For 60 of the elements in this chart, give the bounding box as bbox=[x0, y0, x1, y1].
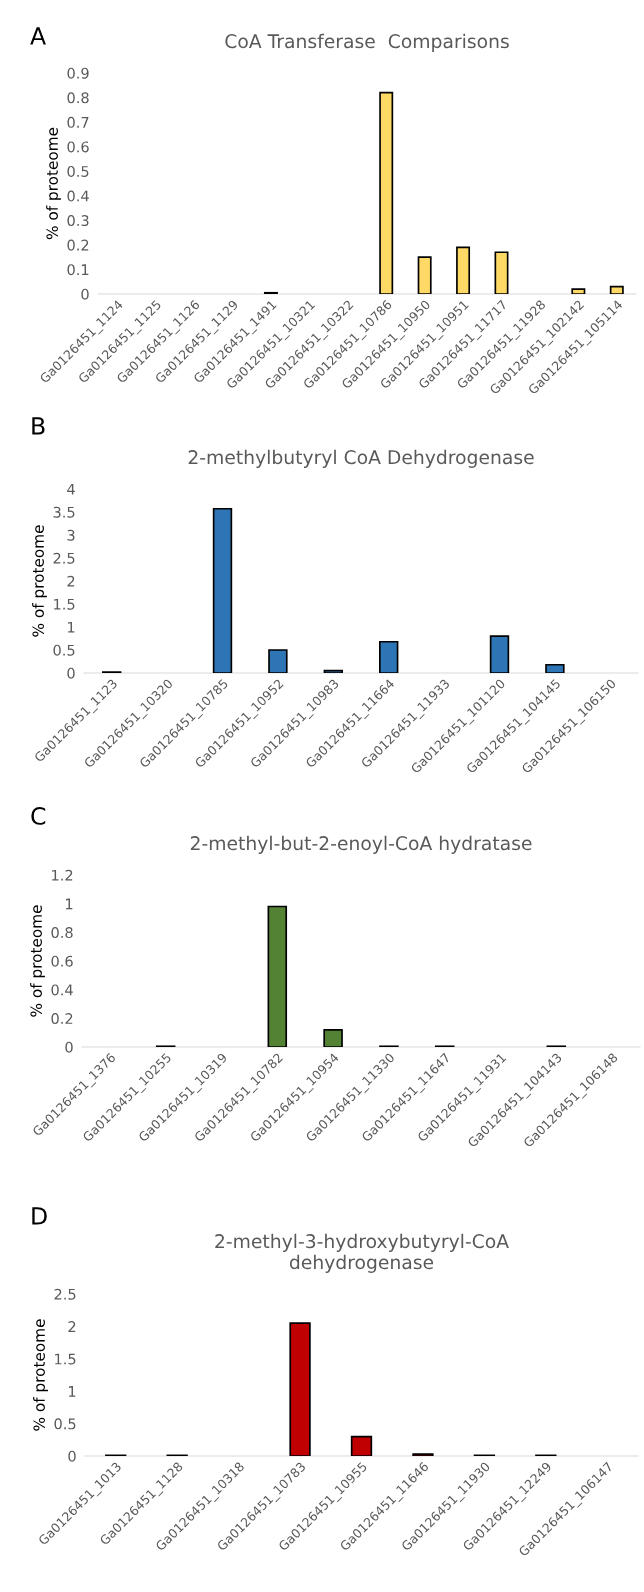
y-tick-label: 1 bbox=[65, 898, 73, 910]
y-tick-label: 0.5 bbox=[67, 165, 89, 177]
text: D bbox=[32, 1207, 47, 1225]
text: C bbox=[31, 806, 46, 825]
y-tick-label: 2.5 bbox=[53, 552, 75, 564]
y-tick-label: 2 bbox=[68, 1321, 76, 1332]
y-tick-label: 3 bbox=[67, 529, 75, 541]
y-tick-label: 4 bbox=[67, 483, 75, 495]
y-tick-label: 0.2 bbox=[51, 1013, 73, 1025]
bar bbox=[323, 1028, 343, 1047]
chart-title: CoA Transferase Comparisons bbox=[225, 33, 509, 52]
bar bbox=[609, 285, 624, 294]
y-tick-label: 3.5 bbox=[53, 506, 75, 518]
y-tick-label: 0.5 bbox=[53, 644, 75, 656]
y-axis-title: % of proteome bbox=[30, 905, 45, 1017]
bar bbox=[323, 669, 343, 673]
y-tick-label: 0.8 bbox=[51, 927, 73, 939]
y-tick-label: 0.7 bbox=[67, 116, 89, 128]
y-tick-label: 2 bbox=[67, 575, 75, 587]
bar bbox=[494, 251, 509, 294]
y-tick-label: 0.1 bbox=[67, 264, 89, 276]
bar bbox=[212, 507, 233, 673]
y-tick-label: 1.2 bbox=[52, 869, 73, 881]
bar bbox=[379, 640, 399, 673]
y-tick-label: 0 bbox=[67, 667, 75, 679]
y-tick-label: 0 bbox=[81, 288, 89, 300]
y-tick-label: 0.4 bbox=[67, 190, 89, 202]
text: A bbox=[30, 27, 46, 45]
y-tick-label: 2.5 bbox=[54, 1288, 76, 1300]
y-tick-label: 0.8 bbox=[67, 92, 89, 104]
y-tick-label: 0.9 bbox=[67, 67, 89, 79]
y-tick-label: 0.6 bbox=[51, 955, 73, 967]
text: B bbox=[32, 417, 45, 435]
y-tick-label: 0 bbox=[65, 1041, 73, 1053]
y-tick-label: 0 bbox=[68, 1450, 76, 1462]
bar bbox=[456, 246, 471, 294]
chart-title: 2-methylbutyryl CoA Dehydrogenase bbox=[188, 449, 534, 468]
bar bbox=[379, 91, 394, 294]
bar bbox=[267, 905, 288, 1047]
y-tick-label: 1.5 bbox=[55, 1353, 76, 1365]
bar bbox=[289, 1322, 311, 1456]
chart-title: 2-methyl-3-hydroxybutyryl-CoA dehydrogenase bbox=[215, 1233, 509, 1273]
y-axis-title: % of proteome bbox=[32, 525, 47, 637]
y-tick-label: 0.6 bbox=[67, 141, 89, 153]
y-tick-label: 0.5 bbox=[54, 1418, 76, 1430]
y-tick-label: 1 bbox=[67, 621, 75, 633]
y-tick-label: 1.5 bbox=[54, 598, 75, 610]
bar bbox=[545, 663, 565, 673]
bar bbox=[417, 256, 432, 294]
y-tick-label: 0.4 bbox=[51, 984, 73, 996]
y-tick-label: 1 bbox=[68, 1386, 76, 1397]
y-axis-title: % of proteome bbox=[46, 127, 61, 240]
chart-title: 2-methyl-but-2-enoyl-CoA hydratase bbox=[190, 835, 532, 854]
bar bbox=[268, 649, 288, 673]
y-tick-label: 0.3 bbox=[67, 215, 89, 227]
bar bbox=[350, 1435, 373, 1456]
y-tick-label: 0.2 bbox=[67, 239, 89, 251]
bar bbox=[489, 635, 510, 673]
bar bbox=[571, 288, 586, 294]
y-axis-title: % of proteome bbox=[33, 1319, 48, 1431]
